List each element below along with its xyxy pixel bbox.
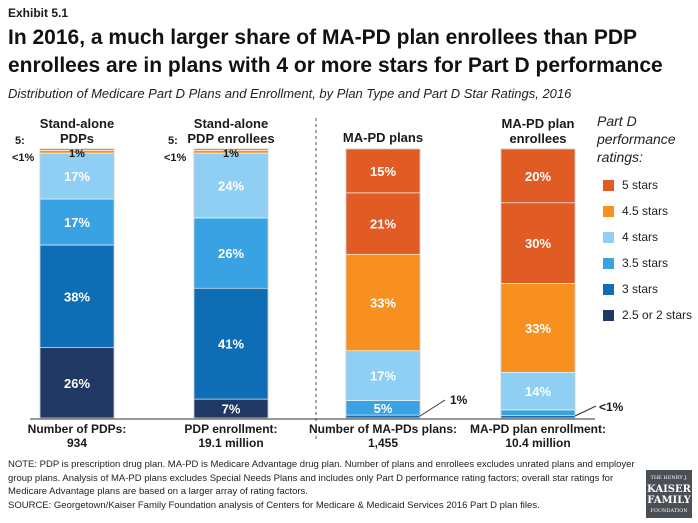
bottom-label: MA-PD plan enrollment: <box>470 422 606 436</box>
category-label: Stand-alone <box>194 116 268 131</box>
bar-segment <box>500 202 576 284</box>
data-label: 33% <box>370 296 396 311</box>
legend-label: 4 stars <box>622 230 659 244</box>
legend-swatch <box>603 309 614 321</box>
bar-segment <box>193 287 269 400</box>
bottom-label: 1,455 <box>368 436 398 450</box>
bottom-label: PDP enrollment: <box>184 422 277 436</box>
exhibit-label: Exhibit 5.1 <box>8 6 69 20</box>
legend-label: 4.5 stars <box>622 204 669 218</box>
legend-item: 3 stars <box>603 276 692 302</box>
annotation-label: 1% <box>69 148 85 160</box>
logo-mid: KAISER FAMILY <box>647 484 691 506</box>
data-label: 17% <box>370 369 396 384</box>
data-label: 7% <box>222 402 241 417</box>
bar-segment <box>193 152 269 219</box>
legend-swatch <box>603 205 614 217</box>
legend-item: 4 stars <box>603 224 692 250</box>
bar-segment <box>39 198 115 246</box>
bottom-label: 10.4 million <box>505 436 570 450</box>
data-label: 33% <box>525 321 551 336</box>
bar-outline <box>193 148 269 419</box>
data-label: 17% <box>64 169 90 184</box>
bar-segment <box>345 253 421 352</box>
data-label: 15% <box>370 164 396 179</box>
legend-item: 5 stars <box>603 172 692 198</box>
bar-segment <box>500 415 576 419</box>
annotation-leader <box>419 399 446 417</box>
bar-segment <box>193 217 269 289</box>
annotation-label: 1% <box>223 148 239 160</box>
logo-bottom: FOUNDATION <box>650 508 688 514</box>
legend-label: 3 stars <box>622 282 659 296</box>
bar-segment <box>500 148 576 204</box>
legend-swatch <box>603 257 614 269</box>
source-text: SOURCE: Georgetown/Kaiser Family Foundat… <box>8 499 540 511</box>
bottom-label: 934 <box>67 436 87 450</box>
data-label: 41% <box>218 337 244 352</box>
data-label: 30% <box>525 236 551 251</box>
legend-swatch <box>603 231 614 243</box>
data-label: 5% <box>374 401 393 416</box>
legend-item: 4.5 stars <box>603 198 692 224</box>
data-label: 21% <box>370 217 396 232</box>
kff-logo: THE HENRY J. KAISER FAMILY FOUNDATION <box>646 470 692 518</box>
annotation-label: <1% <box>599 400 624 414</box>
data-label: 17% <box>64 215 90 230</box>
legend-swatch <box>603 179 614 191</box>
footnote: NOTE: PDP is prescription drug plan. MA-… <box>8 458 638 512</box>
bottom-label: Number of MA-PDs plans: <box>309 422 457 436</box>
chart-subtitle: Distribution of Medicare Part D Plans an… <box>8 86 572 101</box>
chart-title: In 2016, a much larger share of MA-PD pl… <box>8 26 663 77</box>
bar-outline <box>39 148 115 419</box>
annotation-leader <box>574 405 597 417</box>
data-label: 14% <box>525 384 551 399</box>
legend-item: 3.5 stars <box>603 250 692 276</box>
category-label: MA-PD plan <box>502 116 575 131</box>
data-label: 38% <box>64 289 90 304</box>
legend-title: Part D performance ratings: <box>597 113 676 165</box>
bar-segment <box>500 283 576 373</box>
logo-top: THE HENRY J. <box>650 475 688 481</box>
data-label: 20% <box>525 169 551 184</box>
bar-segment <box>345 192 421 255</box>
data-label: 26% <box>218 246 244 261</box>
legend-item: 2.5 or 2 stars <box>603 302 692 328</box>
bar-outline <box>345 148 421 419</box>
bar-segment <box>39 244 115 349</box>
annotation-label: <1% <box>12 152 35 164</box>
bar-outline <box>500 148 576 419</box>
category-label: PDPs <box>60 131 94 146</box>
category-label: MA-PD plans <box>343 130 423 145</box>
data-label: 26% <box>64 376 90 391</box>
legend-swatch <box>603 283 614 295</box>
note-text: NOTE: PDP is prescription drug plan. MA-… <box>8 459 635 497</box>
legend-label: 5 stars <box>622 178 659 192</box>
annotation-label: <1% <box>164 152 187 164</box>
bar-segment <box>345 350 421 401</box>
bar-segment <box>500 409 576 416</box>
bar-segment <box>500 371 576 411</box>
category-label: Stand-alone <box>40 116 114 131</box>
legend-label: 3.5 stars <box>622 256 669 270</box>
annotation-label: 5: <box>15 135 25 147</box>
annotation-label: 1% <box>450 393 468 407</box>
annotation-label: 5: <box>168 135 178 147</box>
legend-label: 2.5 or 2 stars <box>622 308 693 322</box>
data-label: 24% <box>218 178 244 193</box>
category-label: enrollees <box>509 131 566 146</box>
bottom-label: 19.1 million <box>198 436 263 450</box>
legend: 5 stars 4.5 stars 4 stars 3.5 stars 3 stars 2… <box>603 172 692 328</box>
category-label: PDP enrollees <box>187 131 274 146</box>
bottom-label: Number of PDPs: <box>28 422 127 436</box>
